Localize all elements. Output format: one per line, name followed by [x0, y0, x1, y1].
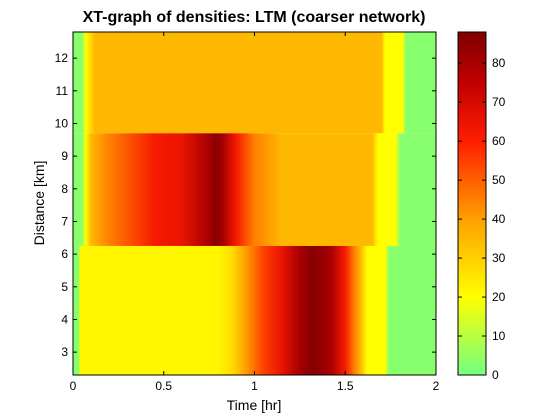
x-axis-ticks: 0 0.5 1 1.5 2	[70, 32, 440, 393]
colorbar-frame	[457, 31, 487, 376]
y-tick-label: 7	[61, 214, 68, 228]
colorbar-tick-label: 50	[492, 173, 506, 187]
colorbar-tick-label: 40	[492, 212, 506, 226]
density-band-1	[73, 32, 436, 134]
y-axis-ticks: 3 4 5 6 7 8 9 10 11 12	[55, 51, 436, 359]
y-tick-label: 10	[55, 116, 69, 130]
x-tick-label: 1.5	[337, 379, 354, 393]
x-tick-label: 0	[70, 379, 77, 393]
x-tick-label: 1	[251, 379, 258, 393]
colorbar-gradient	[458, 32, 486, 375]
colorbar-tick-label: 70	[492, 95, 506, 109]
colorbar: 0 10 20 30 40 50 60 70 80	[457, 31, 506, 382]
colorbar-tick-label: 10	[492, 329, 506, 343]
chart-title: XT-graph of densities: LTM (coarser netw…	[83, 9, 426, 26]
colorbar-tick-label: 60	[492, 134, 506, 148]
y-tick-label: 11	[56, 84, 69, 98]
y-tick-label: 5	[61, 280, 68, 294]
colorbar-tick-label: 80	[492, 56, 506, 70]
density-band-2	[73, 133, 436, 246]
colorbar-tick-label: 20	[492, 290, 506, 304]
colorbar-tick-label: 0	[492, 368, 499, 382]
x-tick-label: 2	[433, 379, 440, 393]
y-tick-label: 8	[61, 182, 68, 196]
y-tick-label: 3	[61, 345, 68, 359]
y-tick-label: 6	[61, 247, 68, 261]
y-tick-label: 9	[61, 149, 68, 163]
y-tick-label: 12	[55, 51, 69, 65]
heatmap-area	[73, 32, 436, 375]
y-axis-label: Distance [km]	[31, 161, 47, 246]
y-tick-label: 4	[61, 312, 68, 326]
x-tick-label: 0.5	[155, 379, 172, 393]
density-band-3	[73, 245, 436, 375]
colorbar-tick-label: 30	[492, 251, 506, 265]
x-axis-label: Time [hr]	[227, 397, 282, 413]
